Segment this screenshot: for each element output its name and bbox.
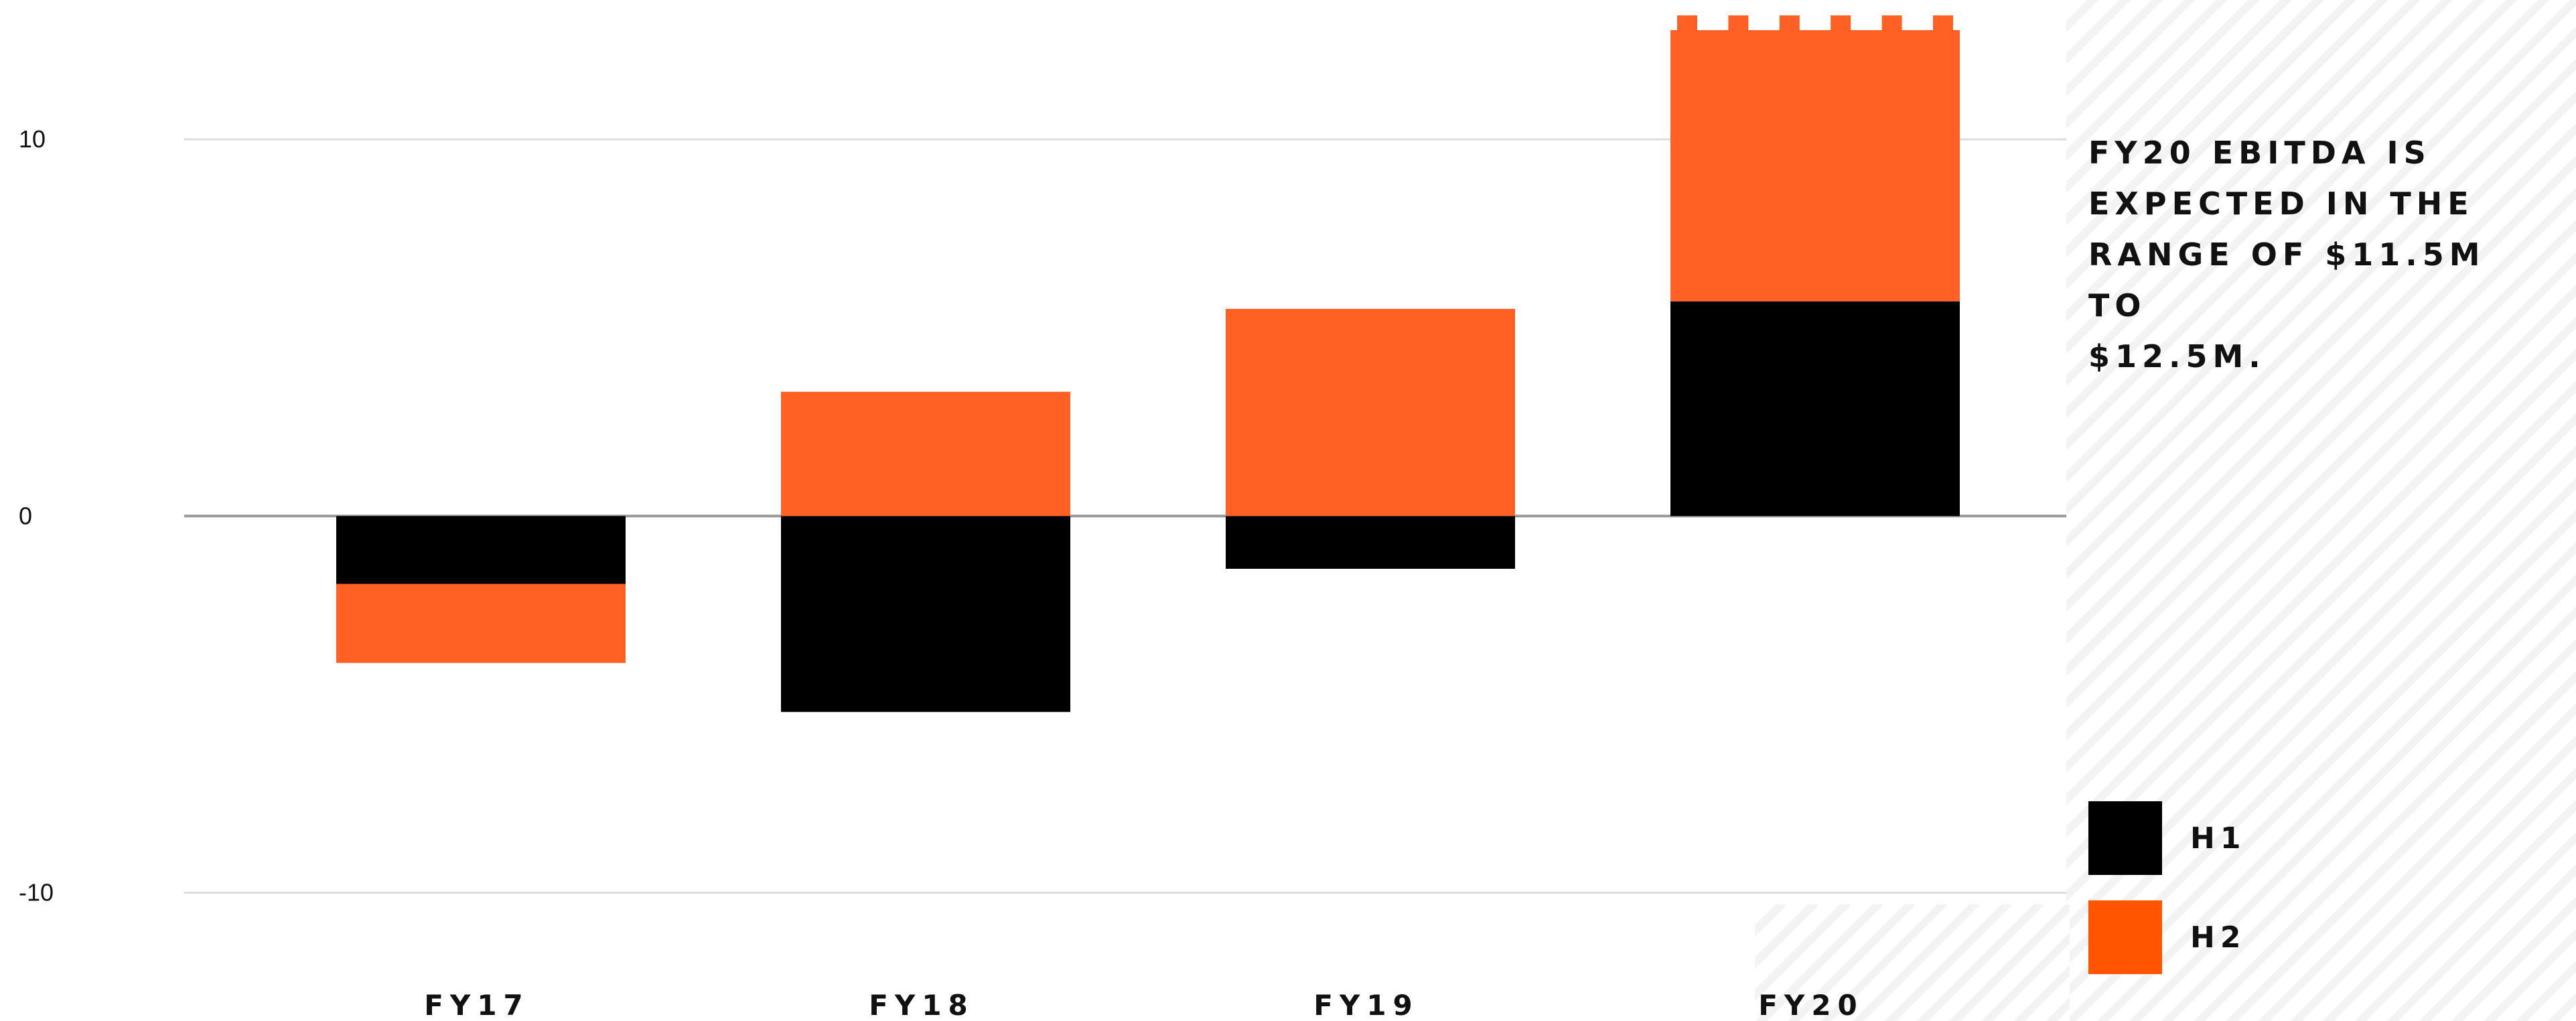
bar-h2-fy17 — [336, 584, 626, 663]
legend-label-h1: H1 — [2190, 821, 2246, 856]
legend-item-h2: H2 — [2088, 900, 2246, 974]
bar-top-notch — [1779, 15, 1800, 31]
bars — [336, 15, 1960, 712]
annotation-line: EXPECTED IN THE — [2088, 186, 2474, 222]
x-tick-label: FY17 — [424, 989, 530, 1021]
bar-h2-fy19 — [1226, 309, 1515, 517]
legend-swatch-h2 — [2088, 900, 2162, 974]
annotation-line: $12.5M. — [2088, 338, 2266, 375]
y-tick-label: 10 — [19, 125, 46, 153]
x-tick-label: FY20 — [1758, 989, 1864, 1021]
bar-h1-fy18 — [781, 516, 1070, 712]
bar-top-notch — [1933, 15, 1953, 31]
y-tick-label: 0 — [19, 502, 32, 529]
x-tick-label: FY18 — [869, 989, 975, 1021]
annotation-line: FY20 EBITDA IS — [2088, 135, 2431, 171]
bar-h1-fy17 — [336, 516, 626, 584]
annotation-text: FY20 EBITDA IS EXPECTED IN THE RANGE OF … — [2088, 127, 2557, 382]
bar-h1-fy19 — [1226, 516, 1515, 569]
bar-top-notch — [1728, 15, 1749, 31]
legend: H1 H2 — [2088, 801, 2246, 1000]
annotation-line: RANGE OF $11.5M TO — [2088, 236, 2486, 324]
bar-top-notch — [1677, 15, 1697, 31]
axis-labels: 10 0 -10 FY17 FY18 FY19 FY20 — [19, 125, 1864, 1021]
bar-h2-fy20 — [1670, 29, 1960, 301]
legend-label-h2: H2 — [2190, 920, 2246, 955]
bar-h1-fy20 — [1670, 301, 1960, 517]
legend-item-h1: H1 — [2088, 801, 2246, 875]
hatched-bottom-strip — [1755, 904, 2070, 1021]
bar-top-notch — [1881, 15, 1902, 31]
bar-h2-fy18 — [781, 391, 1070, 517]
legend-swatch-h1 — [2088, 801, 2162, 875]
bar-top-notch — [1831, 15, 1851, 31]
y-tick-label: -10 — [19, 879, 54, 906]
x-tick-label: FY19 — [1313, 989, 1419, 1021]
